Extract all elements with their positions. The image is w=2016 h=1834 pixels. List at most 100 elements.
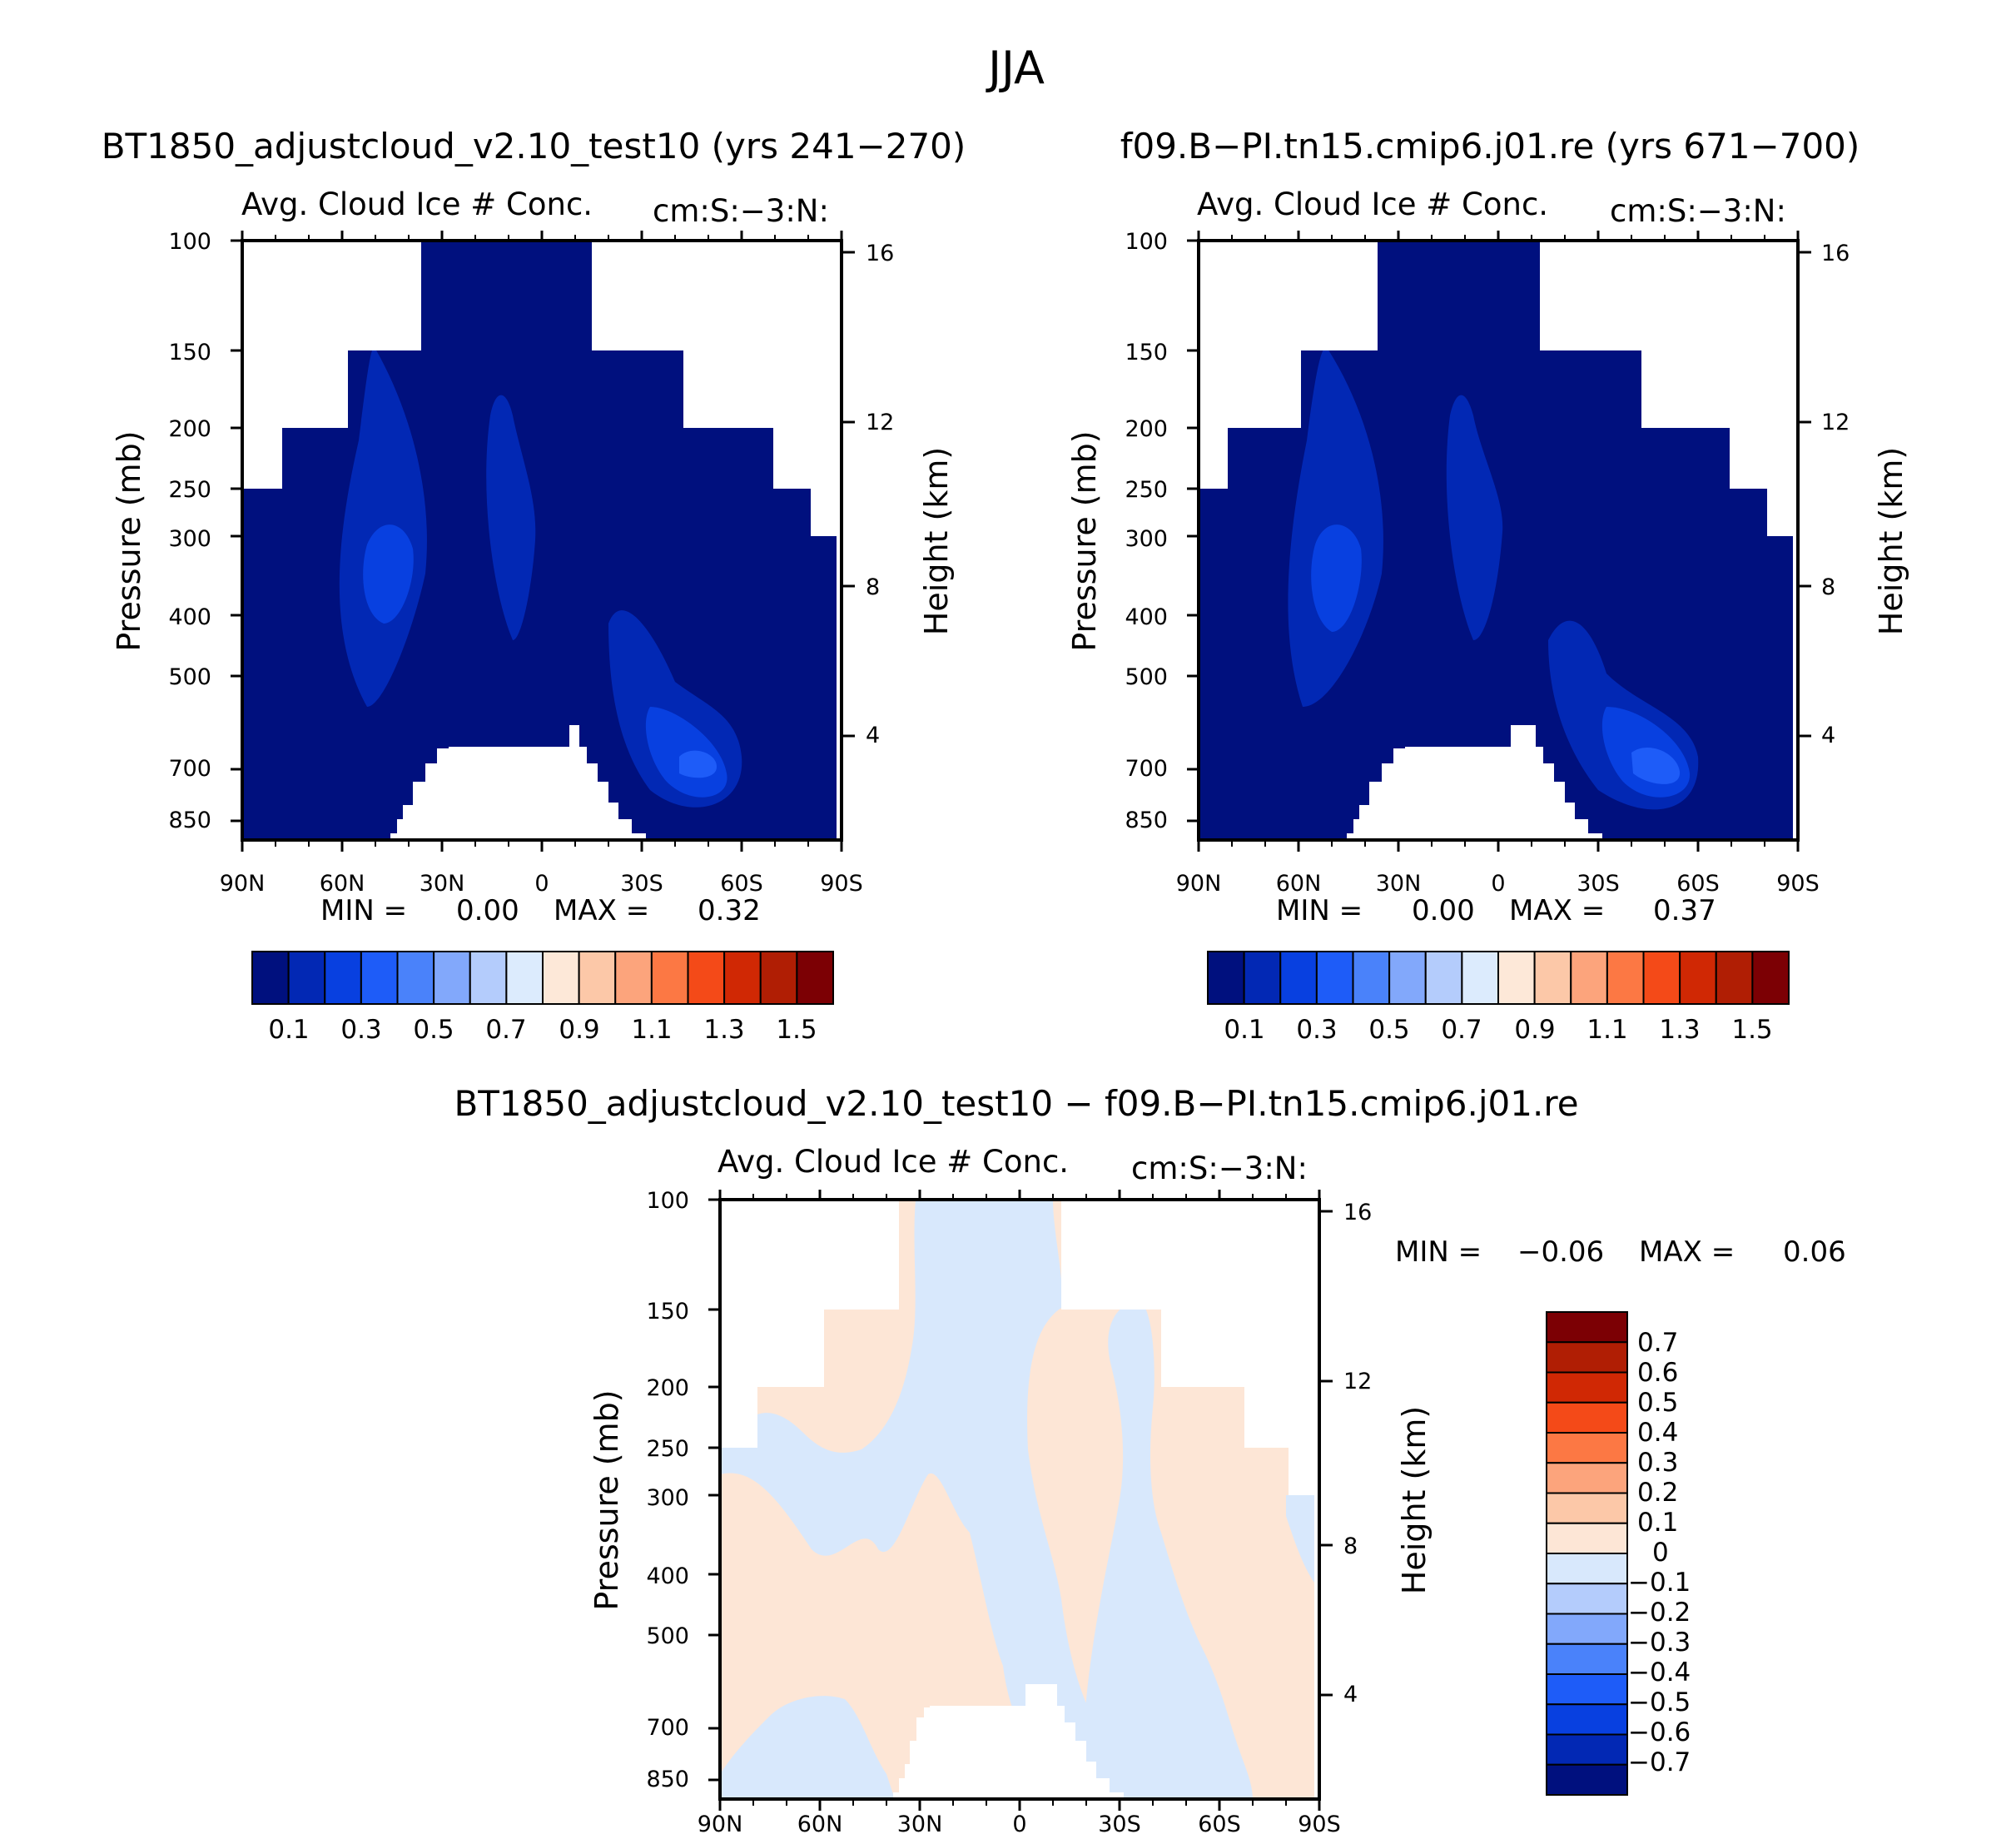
colorbar-swatch [1546, 1673, 1628, 1706]
panel-1-xaxis-labels: 90N 60N 30N 0 30S 60S 90S [220, 871, 863, 897]
panel-3-xtick: 60S [1198, 1812, 1241, 1834]
colorbar-swatch [1279, 951, 1318, 1005]
panel-3-xtick: 30N [897, 1812, 943, 1834]
panel-3-ytick: 250 [646, 1436, 689, 1462]
panel-1-colorbar-labels: 0.1 0.3 0.5 0.7 0.9 1.1 1.3 1.5 [268, 1015, 817, 1045]
panel-3-cbar-label: 0.1 [1637, 1508, 1678, 1538]
panel-3-cbar-label: −0.3 [1628, 1628, 1691, 1658]
panel-1-ytick: 200 [168, 416, 211, 442]
panel-1-yaxis-labels: 100 150 200 250 300 400 500 700 850 [168, 229, 211, 833]
colorbar-swatch [1546, 1613, 1628, 1645]
panel-2-ytick: 300 [1125, 526, 1168, 552]
panel-3-ytick: 300 [646, 1485, 689, 1511]
panel-3-ytick: 700 [646, 1715, 689, 1741]
panel-2: f09.B−PI.tn15.cmip6.j01.re (yrs 671−700)… [1066, 126, 1909, 1045]
panel-1-contour-tropics [486, 395, 536, 640]
panel-3: Avg. Cloud Ice # Conc. cm:S:−3:N: 100 15… [588, 1144, 1846, 1834]
panel-3-ground-mask [893, 1684, 1124, 1799]
panel-2-y2label: Height (km) [1873, 447, 1909, 635]
panel-2-colorbar-labels: 0.1 0.3 0.5 0.7 0.9 1.1 1.3 1.5 [1224, 1015, 1772, 1045]
panel-3-cbar-label: 0.4 [1637, 1418, 1678, 1448]
colorbar-swatch [1461, 951, 1499, 1005]
panel-2-xaxis-labels: 90N 60N 30N 0 30S 60S 90S [1176, 871, 1820, 897]
colorbar-swatch [1546, 1583, 1628, 1615]
panel-3-ylabel: Pressure (mb) [588, 1389, 625, 1610]
colorbar-swatch [1352, 951, 1391, 1005]
panel-2-title: f09.B−PI.tn15.cmip6.j01.re (yrs 671−700) [1120, 126, 1860, 167]
panel-2-cbar-label: 0.9 [1514, 1015, 1555, 1045]
colorbar-swatch [1546, 1341, 1628, 1374]
colorbar-swatch [251, 951, 290, 1005]
colorbar-swatch [1546, 1763, 1628, 1796]
colorbar-swatch [1546, 1703, 1628, 1736]
panel-3-cbar-label: −0.7 [1628, 1747, 1691, 1777]
panel-2-xtick: 0 [1491, 871, 1505, 897]
panel-1-ytick: 300 [168, 526, 211, 552]
colorbar-swatch [650, 951, 689, 1005]
panel-2-xtick: 60N [1276, 871, 1322, 897]
panel-3-ytick: 150 [646, 1299, 689, 1325]
panel-1-cbar-label: 0.3 [340, 1015, 381, 1045]
panel-1-ytick: 700 [168, 756, 211, 782]
panel-2-plot [1197, 239, 1800, 842]
panel-2-ytick: 200 [1125, 416, 1168, 442]
panel-1-cbar-label: 0.9 [559, 1015, 599, 1045]
panel-3-cbar-label: 0.5 [1637, 1388, 1678, 1418]
colorbar-swatch [1606, 951, 1645, 1005]
panel-2-contour-nh-mid [1311, 524, 1362, 632]
panel-3-xtick: 0 [1012, 1812, 1026, 1834]
panel-3-max-value: 0.06 [1783, 1235, 1846, 1269]
panel-1-xtick: 60S [720, 871, 763, 897]
colorbar-swatch [1497, 951, 1536, 1005]
panel-3-xtick: 30S [1098, 1812, 1141, 1834]
panel-1-y2axis-labels: 16 12 8 4 [866, 241, 894, 748]
panel-1-xtick: 90N [220, 871, 266, 897]
panel-3-cbar-label: −0.5 [1628, 1687, 1691, 1717]
panel-3-xtick: 60N [797, 1812, 843, 1834]
panel-3-neg-nh-lower [720, 1696, 895, 1799]
panel-2-y2tick: 16 [1821, 241, 1850, 266]
panel-3-cbar-label: 0.3 [1637, 1448, 1678, 1478]
colorbar-swatch [1546, 1522, 1628, 1554]
panel-2-xtick: 90N [1176, 871, 1222, 897]
colorbar-swatch [1424, 951, 1463, 1005]
panel-2-ytick: 150 [1125, 340, 1168, 365]
panel-1-y2tick: 4 [866, 723, 880, 748]
panel-2-ytick: 400 [1125, 604, 1168, 630]
panel-3-cbar-label: −0.4 [1628, 1658, 1691, 1687]
panel-3-colorbar-labels: 0.7 0.6 0.5 0.4 0.3 0.2 0.1 0 −0.1 −0.2 … [1628, 1328, 1691, 1777]
panel-1-contour-nh-mid [363, 524, 414, 624]
panel-2-ground-mask [1347, 725, 1602, 840]
colorbar-swatch [433, 951, 471, 1005]
panel-2-ytick: 250 [1125, 477, 1168, 503]
tick-marks [231, 231, 1811, 1811]
colorbar-swatch [723, 951, 762, 1005]
panel-1-ylabel: Pressure (mb) [111, 430, 147, 651]
panel-3-cbar-label: −0.2 [1628, 1598, 1691, 1628]
panel-1-cbar-label: 1.1 [631, 1015, 672, 1045]
panel-1-cbar-label: 1.3 [703, 1015, 744, 1045]
panel-3-cbar-label: 0 [1652, 1538, 1669, 1568]
panel-1-units: cm:S:−3:N: [653, 193, 829, 229]
panel-1-y2tick: 8 [866, 574, 880, 600]
colorbar-swatch [1546, 1733, 1628, 1766]
panel-3-y2label: Height (km) [1396, 1406, 1433, 1594]
panel-3-min-label: MIN = [1395, 1235, 1482, 1269]
colorbar-swatch [1546, 1432, 1628, 1464]
panel-2-ytick: 500 [1125, 664, 1168, 690]
panel-1-contours [339, 347, 742, 808]
colorbar-swatch [1570, 951, 1608, 1005]
panel-1-max-value: 0.32 [698, 894, 761, 927]
panel-2-xtick: 30S [1577, 871, 1620, 897]
panel-1-stats: MIN = 0.00 MAX = 0.32 [320, 894, 761, 927]
panel-3-y2tick: 12 [1343, 1369, 1372, 1394]
colorbar-swatch [1715, 951, 1754, 1005]
panel-2-cbar-label: 1.3 [1659, 1015, 1700, 1045]
panel-2-max-label: MAX = [1509, 894, 1605, 927]
panel-3-colorbar [1546, 1311, 1628, 1796]
panel-2-cbar-label: 1.1 [1586, 1015, 1627, 1045]
panel-1-max-label: MAX = [554, 894, 649, 927]
colorbar-swatch [396, 951, 435, 1005]
panel-2-y2axis-labels: 16 12 8 4 [1821, 241, 1850, 748]
panel-3-min-value: −0.06 [1517, 1235, 1604, 1269]
